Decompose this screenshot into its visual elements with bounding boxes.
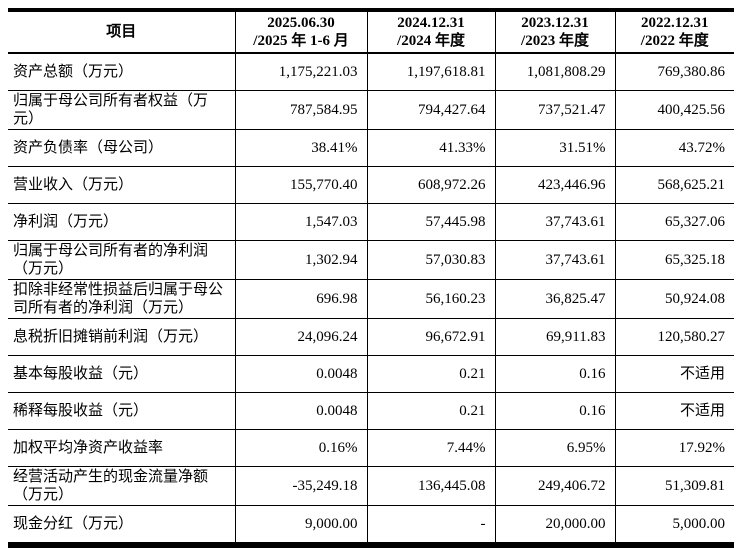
cell-value: 155,770.40 [234, 166, 368, 204]
period-label: /2023 年度 [521, 33, 589, 49]
row-label: 息税折旧摊销前利润（万元） [8, 318, 236, 356]
cell-value: 不适用 [614, 355, 734, 393]
cell-value: 769,380.86 [614, 52, 734, 91]
cell-value: 41.33% [366, 129, 496, 167]
cell-value: 96,672.91 [366, 318, 496, 356]
cell-value: 69,911.83 [494, 318, 616, 356]
cell-value: 不适用 [614, 392, 734, 430]
column-header-period: 2024.12.31/2024 年度 [366, 10, 496, 54]
cell-value: 136,445.08 [366, 466, 496, 506]
table-row: 现金分红（万元） 9,000.00-20,000.00 5,000.00 [8, 505, 734, 545]
row-label: 扣除非经常性损益后归属于母公司所有者的净利润（万元） [8, 279, 236, 319]
cell-value: 37,743.61 [494, 240, 616, 280]
cell-value: 568,625.21 [614, 166, 734, 204]
cell-value: 1,197,618.81 [366, 52, 496, 91]
cell-value: 787,584.95 [234, 90, 368, 130]
cell-value: 51,309.81 [614, 466, 734, 506]
cell-value: 65,325.18 [614, 240, 734, 280]
cell-value: 7.44% [366, 429, 496, 467]
cell-value: 696.98 [234, 279, 368, 319]
cell-value: 57,030.83 [366, 240, 496, 280]
cell-value: 0.21 [366, 392, 496, 430]
cell-value: 31.51% [494, 129, 616, 167]
column-header-period: 2025.06.30/2025 年 1-6 月 [234, 10, 368, 54]
table-row: 经营活动产生的现金流量净额（万元） -35,249.18 136,445.08 249… [8, 466, 734, 506]
period-date: 2022.12.31 [641, 15, 709, 31]
cell-value: 50,924.08 [614, 279, 734, 319]
table-row: 息税折旧摊销前利润（万元） 24,096.24 96,672.91 69,911.83… [8, 318, 734, 356]
table-row: 加权平均净资产收益率 0.16% 7.44% 6.95% 17.92% [8, 429, 734, 467]
cell-value: -35,249.18 [234, 466, 368, 506]
row-label: 净利润（万元） [8, 203, 236, 241]
cell-value: 794,427.64 [366, 90, 496, 130]
cell-value: 65,327.06 [614, 203, 734, 241]
cell-value: 120,580.27 [614, 318, 734, 356]
cell-value: 423,446.96 [494, 166, 616, 204]
period-date: 2023.12.31 [521, 15, 589, 31]
row-label: 资产负债率（母公司） [8, 129, 236, 167]
table-row: 净利润（万元） 1,547.03 57,445.98 37,743.61 65,327.… [8, 203, 734, 241]
cell-value: 43.72% [614, 129, 734, 167]
table-row: 资产总额（万元） 1,175,221.03 1,197,618.81 1,081,80… [8, 52, 734, 91]
cell-value: 1,175,221.03 [234, 52, 368, 91]
column-header-item: 项目 [8, 10, 236, 54]
cell-value: 9,000.00 [234, 505, 368, 545]
table-row: 归属于母公司所有者的净利润（万元） 1,302.94 57,030.83 37,743… [8, 240, 734, 280]
cell-value: 57,445.98 [366, 203, 496, 241]
row-label: 归属于母公司所有者的净利润（万元） [8, 240, 236, 280]
cell-value: 37,743.61 [494, 203, 616, 241]
row-label: 现金分红（万元） [8, 505, 236, 545]
cell-value: 737,521.47 [494, 90, 616, 130]
table-header-row: 项目 2025.06.30/2025 年 1-6 月 2024.12.31/2024… [8, 10, 734, 54]
cell-value: 0.16% [234, 429, 368, 467]
cell-value: 20,000.00 [494, 505, 616, 545]
table-row: 资产负债率（母公司） 38.41% 41.33% 31.51% 43.72% [8, 129, 734, 167]
cell-value: 5,000.00 [614, 505, 734, 545]
cell-value: - [366, 505, 496, 545]
cell-value: 6.95% [494, 429, 616, 467]
cell-value: 249,406.72 [494, 466, 616, 506]
table-row: 稀释每股收益（元） 0.0048 0.21 0.16 不适用 [8, 392, 734, 430]
period-label: /2024 年度 [397, 33, 465, 49]
table-row: 基本每股收益（元） 0.0048 0.21 0.16 不适用 [8, 355, 734, 393]
cell-value: 0.21 [366, 355, 496, 393]
cell-value: 608,972.26 [366, 166, 496, 204]
cell-value: 0.16 [494, 392, 616, 430]
cell-value: 36,825.47 [494, 279, 616, 319]
row-label: 归属于母公司所有者权益（万元） [8, 90, 236, 130]
cell-value: 38.41% [234, 129, 368, 167]
row-label: 经营活动产生的现金流量净额（万元） [8, 466, 236, 506]
cell-value: 0.16 [494, 355, 616, 393]
table-row: 归属于母公司所有者权益（万元） 787,584.95 794,427.64 737,5… [8, 90, 734, 130]
cell-value: 1,547.03 [234, 203, 368, 241]
table-head: 项目 2025.06.30/2025 年 1-6 月 2024.12.31/2024… [8, 10, 734, 54]
column-header-period: 2023.12.31/2023 年度 [494, 10, 616, 54]
financial-summary-table: 项目 2025.06.30/2025 年 1-6 月 2024.12.31/2024… [8, 8, 734, 548]
period-label: /2022 年度 [640, 33, 709, 49]
row-label: 营业收入（万元） [8, 166, 236, 204]
document-page: 项目 2025.06.30/2025 年 1-6 月 2024.12.31/2024… [8, 8, 734, 548]
cell-value: 1,302.94 [234, 240, 368, 280]
column-header-period: 2022.12.31/2022 年度 [614, 10, 734, 54]
period-date: 2025.06.30 [267, 15, 335, 31]
row-label: 加权平均净资产收益率 [8, 429, 236, 467]
row-label: 稀释每股收益（元） [8, 392, 236, 430]
row-label: 资产总额（万元） [8, 52, 236, 91]
cell-value: 56,160.23 [366, 279, 496, 319]
cell-value: 400,425.56 [614, 90, 734, 130]
table-body: 资产总额（万元） 1,175,221.03 1,197,618.81 1,081,80… [8, 52, 734, 545]
cell-value: 17.92% [614, 429, 734, 467]
period-date: 2024.12.31 [397, 15, 465, 31]
period-label: /2025 年 1-6 月 [253, 33, 349, 49]
row-label: 基本每股收益（元） [8, 355, 236, 393]
cell-value: 24,096.24 [234, 318, 368, 356]
cell-value: 0.0048 [234, 355, 368, 393]
table-row: 营业收入（万元） 155,770.40 608,972.26 423,446.96 56… [8, 166, 734, 204]
cell-value: 1,081,808.29 [494, 52, 616, 91]
table-row: 扣除非经常性损益后归属于母公司所有者的净利润（万元） 696.98 56,160.2… [8, 279, 734, 319]
cell-value: 0.0048 [234, 392, 368, 430]
